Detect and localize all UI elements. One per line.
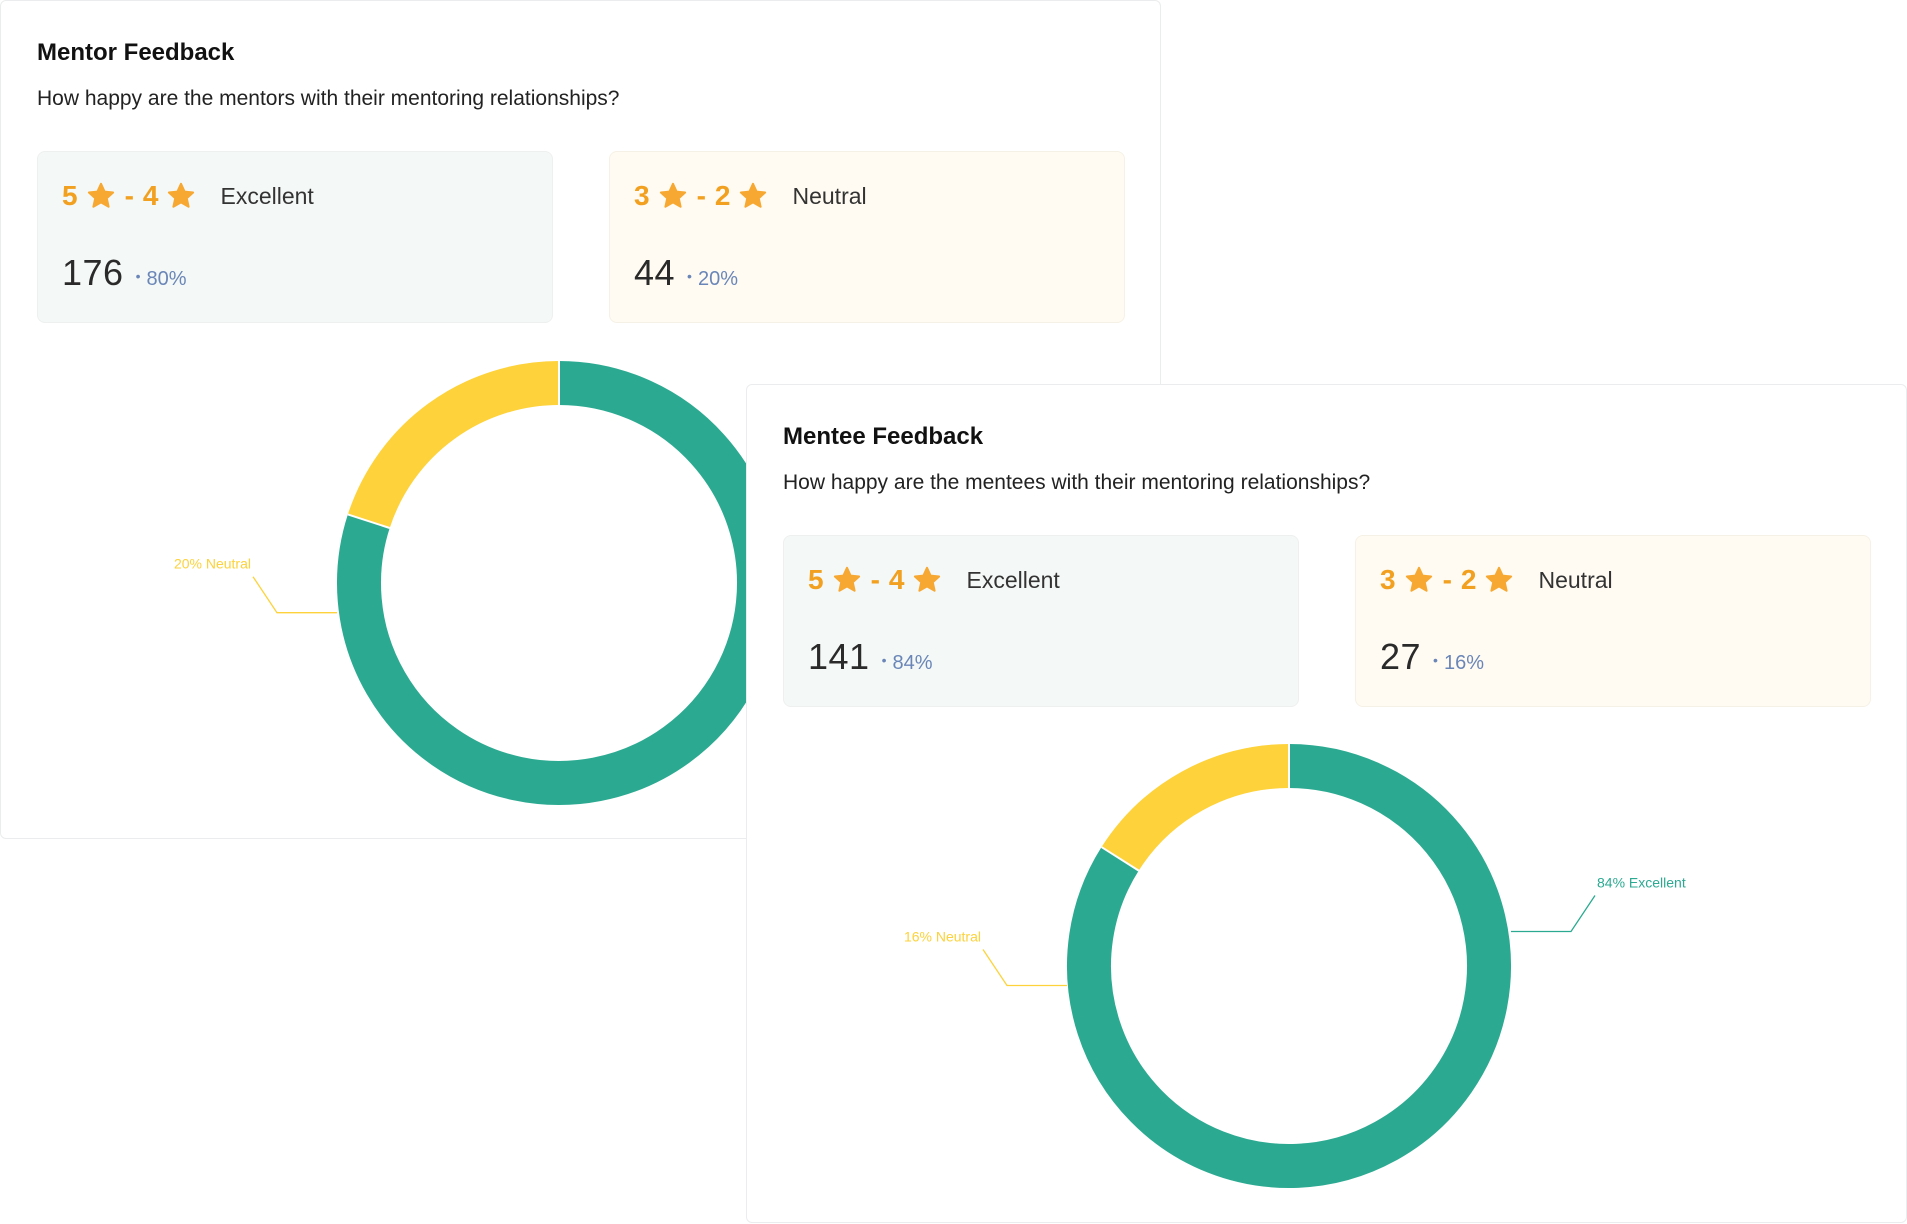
star-icon <box>658 181 688 211</box>
neutral-card: 3 - 2 Neutral 27 • 16% <box>1355 535 1871 707</box>
response-percent: 84% <box>892 652 933 674</box>
bullet: • <box>135 268 141 284</box>
star-icon <box>738 181 768 211</box>
mentee-feedback-panel: Mentee Feedback How happy are the mentee… <box>746 384 1907 1223</box>
stat-row: 27 • 16% <box>1380 636 1484 678</box>
callout-line <box>1511 895 1596 933</box>
rating-high: 5 <box>808 564 824 595</box>
panel-title: Mentee Feedback <box>783 423 984 450</box>
mentee-donut-chart: 84% Excellent 16% Neutral <box>904 744 1686 1188</box>
rating-dash: - <box>1442 564 1452 595</box>
rating-range: 5 - 4 Excellent <box>62 180 314 212</box>
response-percent: 16% <box>1443 652 1484 674</box>
star-icon <box>86 181 116 211</box>
bullet: • <box>1433 652 1438 668</box>
donut-slice-neutral <box>347 361 560 529</box>
rating-dash: - <box>870 564 880 595</box>
stat-row: 141 • 84% <box>808 636 933 678</box>
star-icon <box>832 565 862 595</box>
rating-high: 5 <box>62 180 78 211</box>
rating-high: 3 <box>1380 564 1396 595</box>
rating-dash: - <box>696 180 706 211</box>
star-icon <box>1404 565 1434 595</box>
rating-low: 4 <box>888 564 905 595</box>
rating-range: 5 - 4 Excellent <box>808 564 1060 596</box>
panel-title: Mentor Feedback <box>37 39 235 66</box>
bullet: • <box>881 652 887 668</box>
callout-label: 16% Neutral <box>904 929 981 945</box>
rating-low: 2 <box>714 180 731 211</box>
callout-line <box>982 949 1067 987</box>
response-count: 44 <box>634 252 676 293</box>
stat-row: 44 • 20% <box>634 252 738 294</box>
mentor-donut-chart: 20% Neutral <box>174 361 781 805</box>
rating-high: 3 <box>634 180 650 211</box>
star-icon <box>166 181 196 211</box>
callout-label: 84% Excellent <box>1597 874 1686 890</box>
rating-low: 2 <box>1460 564 1477 595</box>
rating-range: 3 - 2 Neutral <box>1380 564 1613 596</box>
rating-label: Excellent <box>220 182 314 209</box>
callout-line <box>252 576 337 614</box>
donut-slice-neutral <box>1101 744 1290 871</box>
donut-slice-excellent <box>337 361 781 805</box>
response-count: 176 <box>62 252 124 293</box>
bullet: • <box>687 268 692 284</box>
neutral-card: 3 - 2 Neutral 44 • 20% <box>609 151 1125 323</box>
rating-label: Neutral <box>1538 566 1613 593</box>
excellent-card: 5 - 4 Excellent 176 • 80% <box>37 151 553 323</box>
excellent-card: 5 - 4 Excellent 141 • 84% <box>783 535 1299 707</box>
rating-low: 4 <box>142 180 159 211</box>
response-count: 27 <box>1380 636 1422 677</box>
slice-separator <box>1101 846 1140 872</box>
panel-subtitle: How happy are the mentors with their men… <box>37 87 620 110</box>
rating-label: Neutral <box>792 182 867 209</box>
rating-range: 3 - 2 Neutral <box>634 180 867 212</box>
star-icon <box>912 565 942 595</box>
donut-slice-excellent <box>1067 744 1511 1188</box>
response-count: 141 <box>808 636 870 677</box>
response-percent: 80% <box>146 268 187 290</box>
response-percent: 20% <box>697 268 738 290</box>
callout-label: 20% Neutral <box>174 556 251 572</box>
slice-separator <box>347 513 391 529</box>
rating-dash: - <box>124 180 134 211</box>
rating-label: Excellent <box>966 566 1060 593</box>
panel-subtitle: How happy are the mentees with their men… <box>783 471 1371 494</box>
stat-row: 176 • 80% <box>62 252 187 294</box>
star-icon <box>1484 565 1514 595</box>
